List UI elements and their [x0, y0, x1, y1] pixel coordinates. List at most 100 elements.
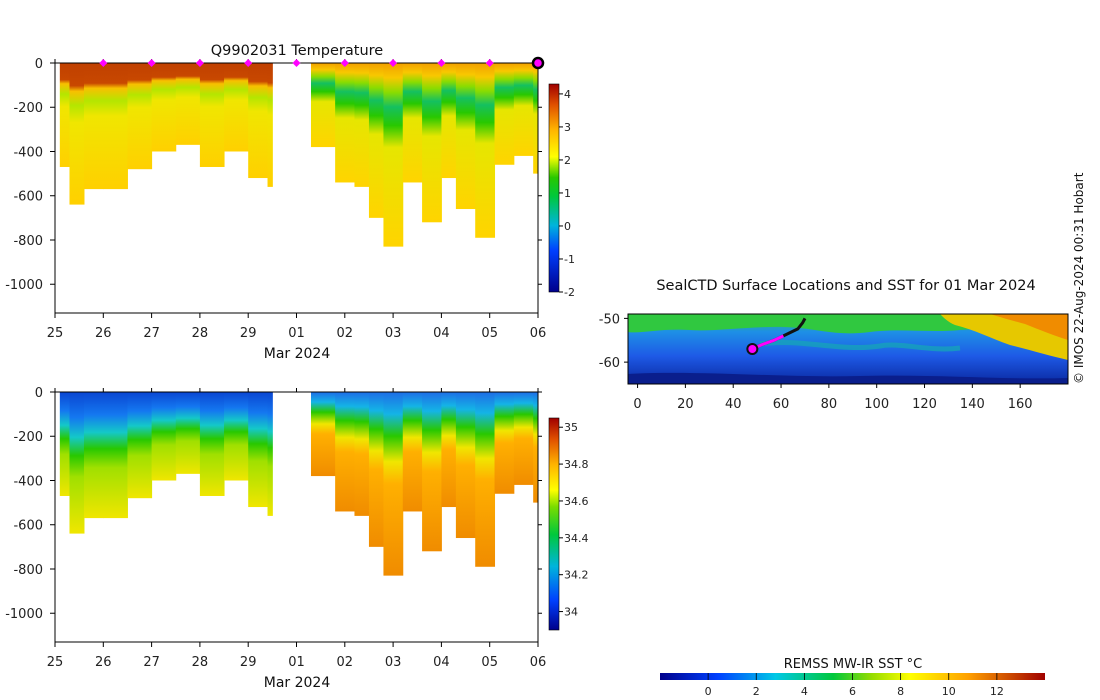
x-tick-label: 28 — [192, 655, 209, 670]
colorbar-tick-label: -2 — [564, 286, 575, 299]
salinity-y-axis: 0 -200 -400 -600 -800 -1000 — [5, 386, 542, 622]
salinity-colorbar — [548, 417, 560, 631]
x-tick-label: 03 — [385, 655, 402, 670]
map-x-tick-label: 0 — [633, 397, 641, 412]
map-x-tick-label: 60 — [773, 397, 790, 412]
colorbar-tick-label: 34.2 — [564, 569, 589, 582]
x-tick-label: 06 — [530, 655, 547, 670]
sst-colorbar-tick-label: 12 — [990, 685, 1004, 698]
data-column — [441, 392, 457, 508]
data-column — [368, 392, 384, 547]
data-column — [69, 63, 85, 205]
y-tick-label: -400 — [13, 145, 43, 160]
data-column — [513, 392, 534, 485]
map-x-tick-label: 40 — [725, 397, 742, 412]
surface-marker — [389, 59, 398, 67]
map-x-tick-label: 20 — [677, 397, 694, 412]
data-column — [83, 392, 104, 519]
temperature-chart-title: Q9902031 Temperature — [211, 43, 384, 59]
colorbar-tick-label: 3 — [564, 121, 571, 134]
map-x-tick-label: 160 — [1008, 397, 1033, 412]
data-column — [175, 63, 201, 145]
x-tick-label: 01 — [288, 326, 305, 341]
y-tick-label: -200 — [13, 430, 43, 445]
sst-map-title: SealCTD Surface Locations and SST for 01… — [656, 278, 1035, 294]
x-tick-label: 28 — [192, 326, 209, 341]
temperature-colorbar — [548, 83, 560, 293]
salinity-data-columns — [59, 392, 539, 576]
colorbar-tick-label: 34.6 — [564, 495, 589, 508]
map-x-tick-label: 120 — [912, 397, 937, 412]
y-tick-label: -200 — [13, 101, 43, 116]
data-column — [441, 63, 457, 179]
x-tick-label: 05 — [481, 326, 498, 341]
data-column — [127, 63, 153, 170]
sst-map-panel: SealCTD Surface Locations and SST for 01… — [599, 278, 1069, 698]
colorbar-tick-label: 34.4 — [564, 532, 589, 545]
y-tick-label: 0 — [35, 57, 43, 72]
sst-colorbar-tick-label: 6 — [849, 685, 856, 698]
temperature-colorbar-ticks: 4 3 2 1 0 -1 -2 — [559, 88, 575, 299]
data-column — [422, 392, 442, 552]
sst-colorbar-ticks: 0 2 4 6 8 10 12 — [705, 673, 1004, 698]
credit-footer: © IMOS 22-Aug-2024 00:31 Hobart — [1072, 172, 1086, 384]
y-tick-label: -600 — [13, 519, 43, 534]
data-column — [354, 392, 370, 516]
map-y-tick-label: -60 — [599, 356, 620, 371]
data-column — [199, 392, 225, 496]
data-column — [494, 63, 515, 165]
y-tick-label: -1000 — [5, 607, 43, 622]
x-tick-label: 02 — [337, 655, 354, 670]
data-column — [455, 392, 476, 539]
surface-marker — [437, 59, 446, 67]
data-column — [59, 392, 70, 496]
data-column — [248, 392, 269, 508]
sst-colorbar-tick-label: 2 — [753, 685, 760, 698]
salinity-x-axis-label: Mar 2024 — [264, 675, 331, 691]
x-tick-label: 25 — [47, 326, 64, 341]
x-tick-label: 06 — [530, 326, 547, 341]
data-column — [199, 63, 225, 167]
sst-map-x-axis: 0 20 40 60 80 100 120 140 160 — [633, 384, 1033, 412]
surface-marker — [340, 59, 349, 67]
data-column — [151, 392, 177, 481]
salinity-section-panel: 0 -200 -400 -600 -800 -1000 25 26 27 28 29 01 02 03 0… — [5, 386, 588, 691]
y-tick-label: -1000 — [5, 278, 43, 293]
sst-map-current-position — [746, 343, 759, 355]
x-tick-label: 04 — [433, 326, 450, 341]
data-column — [422, 63, 442, 223]
x-tick-label: 29 — [240, 655, 257, 670]
y-tick-label: -800 — [13, 563, 43, 578]
colorbar-tick-label: 0 — [564, 220, 571, 233]
data-column — [354, 63, 370, 187]
colorbar-tick-label: 35 — [564, 421, 578, 434]
colorbar-tick-label: 4 — [564, 88, 571, 101]
surface-marker — [485, 59, 494, 67]
temperature-data-columns — [59, 63, 539, 247]
colorbar-tick-label: 34 — [564, 606, 578, 619]
sst-map-y-axis: -50 -60 — [599, 312, 628, 371]
data-column — [475, 392, 496, 567]
colorbar-tick-label: 2 — [564, 154, 571, 167]
data-column — [151, 63, 177, 152]
x-tick-label: 03 — [385, 326, 402, 341]
x-tick-label: 29 — [240, 326, 257, 341]
y-tick-label: 0 — [35, 386, 43, 401]
temperature-x-axis-label: Mar 2024 — [264, 346, 331, 362]
data-column — [335, 392, 355, 512]
surface-marker — [99, 59, 108, 67]
data-column — [224, 63, 249, 152]
sst-colorbar-tick-label: 8 — [897, 685, 904, 698]
x-tick-label: 25 — [47, 655, 64, 670]
x-tick-label: 05 — [481, 655, 498, 670]
data-column — [383, 63, 404, 247]
surface-marker — [244, 59, 253, 67]
data-column — [224, 392, 249, 481]
colorbar-tick-label: 34.8 — [564, 458, 589, 471]
y-tick-label: -400 — [13, 474, 43, 489]
data-column — [103, 63, 128, 190]
map-y-tick-label: -50 — [599, 312, 620, 327]
x-tick-label: 26 — [95, 326, 112, 341]
data-column — [335, 63, 355, 183]
